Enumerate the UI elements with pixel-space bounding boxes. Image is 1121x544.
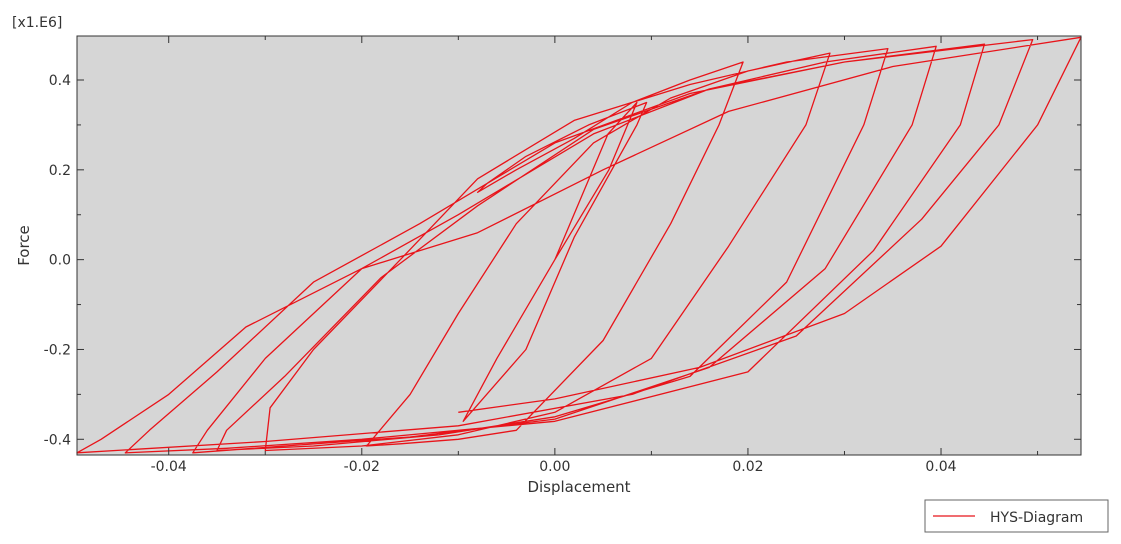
plot-area	[77, 36, 1081, 455]
x-tick-label: 0.04	[925, 459, 956, 475]
legend: HYS-Diagram	[924, 499, 1109, 533]
y-tick-label: -0.2	[44, 342, 71, 358]
x-tick-label: -0.02	[344, 459, 380, 475]
y-tick-label: 0.4	[49, 73, 71, 89]
x-tick-label: 0.00	[539, 459, 570, 475]
x-tick-label: 0.02	[732, 459, 763, 475]
y-tick-label: 0.2	[49, 163, 71, 179]
y-multiplier-label: [x1.E6]	[12, 15, 62, 31]
y-tick-label: 0.0	[49, 253, 71, 269]
y-tick-label: -0.4	[44, 432, 71, 448]
legend-label: HYS-Diagram	[990, 510, 1083, 526]
plot-frame	[76, 35, 1082, 456]
tick-labels: -0.04 -0.02 0.00 0.02 0.04 -0.4 -0.2 0.0 0.2 0.4	[44, 73, 957, 475]
series-line	[76, 36, 1082, 454]
x-tick-label: -0.04	[151, 459, 187, 475]
y-axis-title: Force	[15, 225, 33, 266]
x-axis-title: Displacement	[527, 478, 630, 496]
ticks-layer	[77, 36, 1081, 455]
series-layer	[76, 36, 1082, 454]
